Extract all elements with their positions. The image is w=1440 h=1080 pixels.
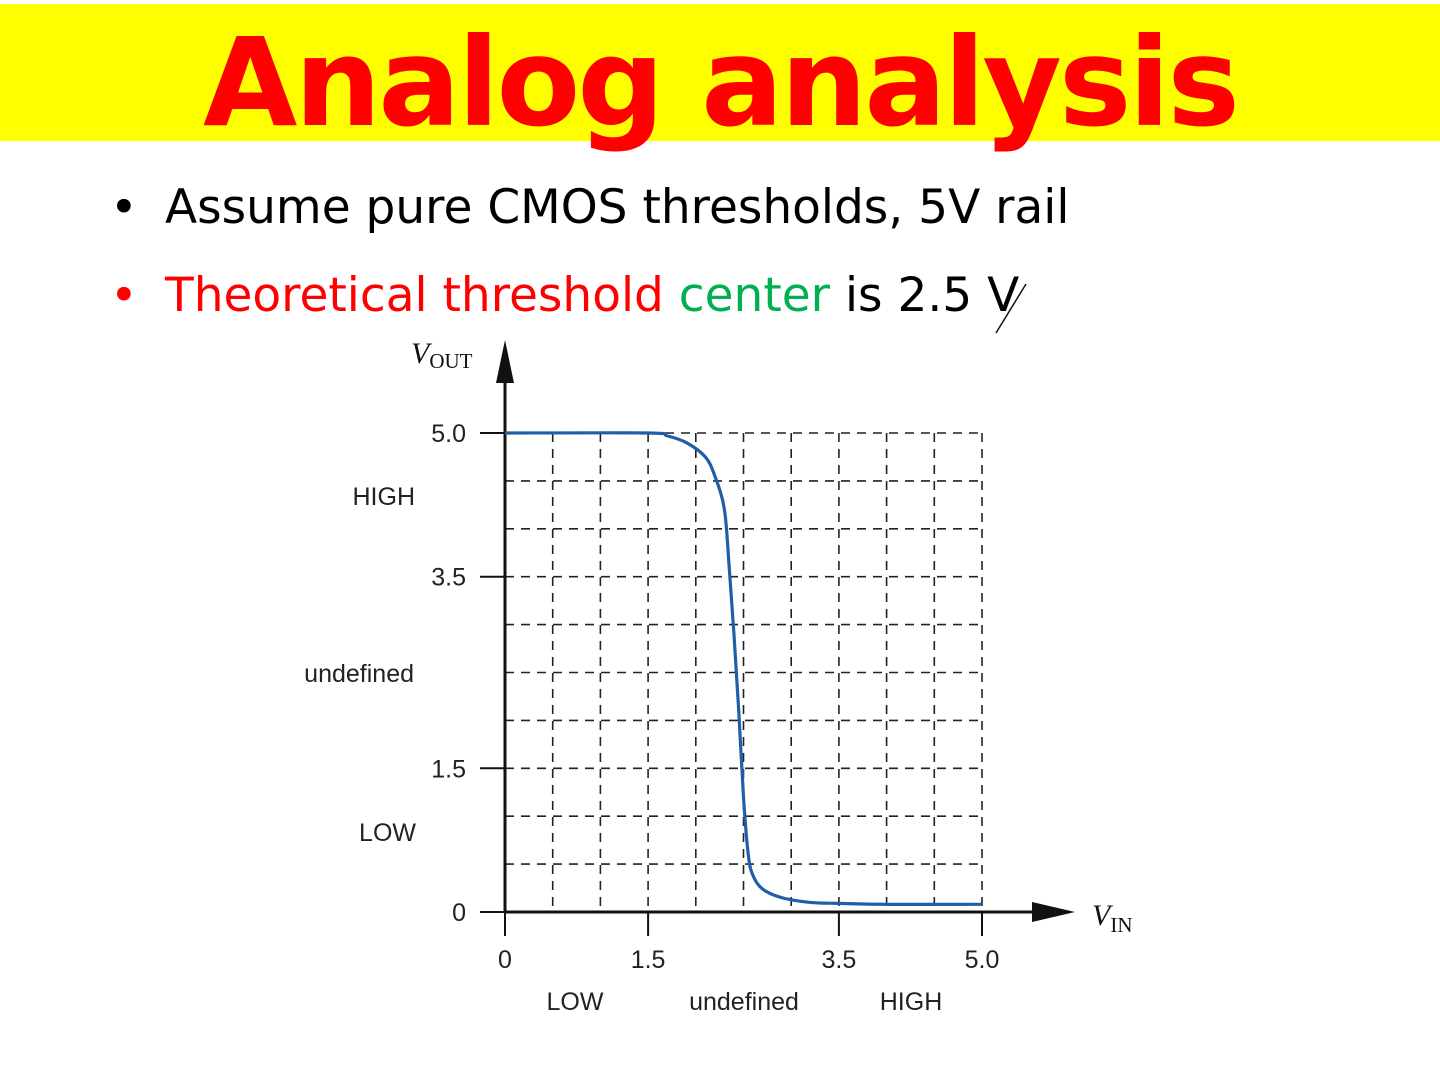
- x-tick-label: 0: [498, 946, 512, 974]
- bullet-dot: •: [110, 180, 138, 235]
- bullet-item-threshold: • Theoretical threshold center is 2.5 V: [110, 266, 1069, 326]
- bullet-text: Assume pure CMOS thresholds, 5V rail: [165, 180, 1070, 235]
- x-tick-label: 3.5: [822, 946, 857, 974]
- bullet-text-value: is 2.5 V: [830, 268, 1020, 323]
- y-region-label: LOW: [359, 819, 416, 847]
- title-banner: [0, 4, 1440, 141]
- y-tick-label: 0: [452, 899, 466, 927]
- x-axis-arrow: [1032, 902, 1075, 922]
- bullet-text-center: center: [678, 268, 831, 323]
- y-axis-title: VOUT: [411, 337, 473, 373]
- y-region-label: undefined: [304, 660, 414, 688]
- y-axis-arrow: [496, 340, 514, 383]
- x-axis-subscript: IN: [1110, 913, 1132, 937]
- x-tick-label: 1.5: [631, 946, 666, 974]
- transfer-curve: [504, 431, 983, 907]
- bullet-list: • Assume pure CMOS thresholds, 5V rail •…: [110, 178, 1069, 354]
- y-tick-label: 3.5: [431, 564, 466, 592]
- y-tick-label: 5.0: [431, 420, 466, 448]
- slide-title: Analog analysis: [203, 12, 1240, 154]
- x-tick-label: 5.0: [965, 946, 1000, 974]
- x-region-label: HIGH: [880, 988, 943, 1016]
- y-axis-subscript: OUT: [429, 349, 472, 373]
- bullet-text-theoretical: Theoretical threshold: [165, 268, 679, 323]
- x-region-label: LOW: [547, 988, 604, 1016]
- x-region-label: undefined: [689, 988, 799, 1016]
- y-region-label: HIGH: [353, 483, 416, 511]
- annotation-slash: [995, 283, 1027, 334]
- bullet-item-assume: • Assume pure CMOS thresholds, 5V rail: [110, 178, 1069, 238]
- x-axis-title: VIN: [1092, 899, 1133, 937]
- bullet-dot: •: [110, 268, 138, 323]
- y-tick-label: 1.5: [431, 755, 466, 783]
